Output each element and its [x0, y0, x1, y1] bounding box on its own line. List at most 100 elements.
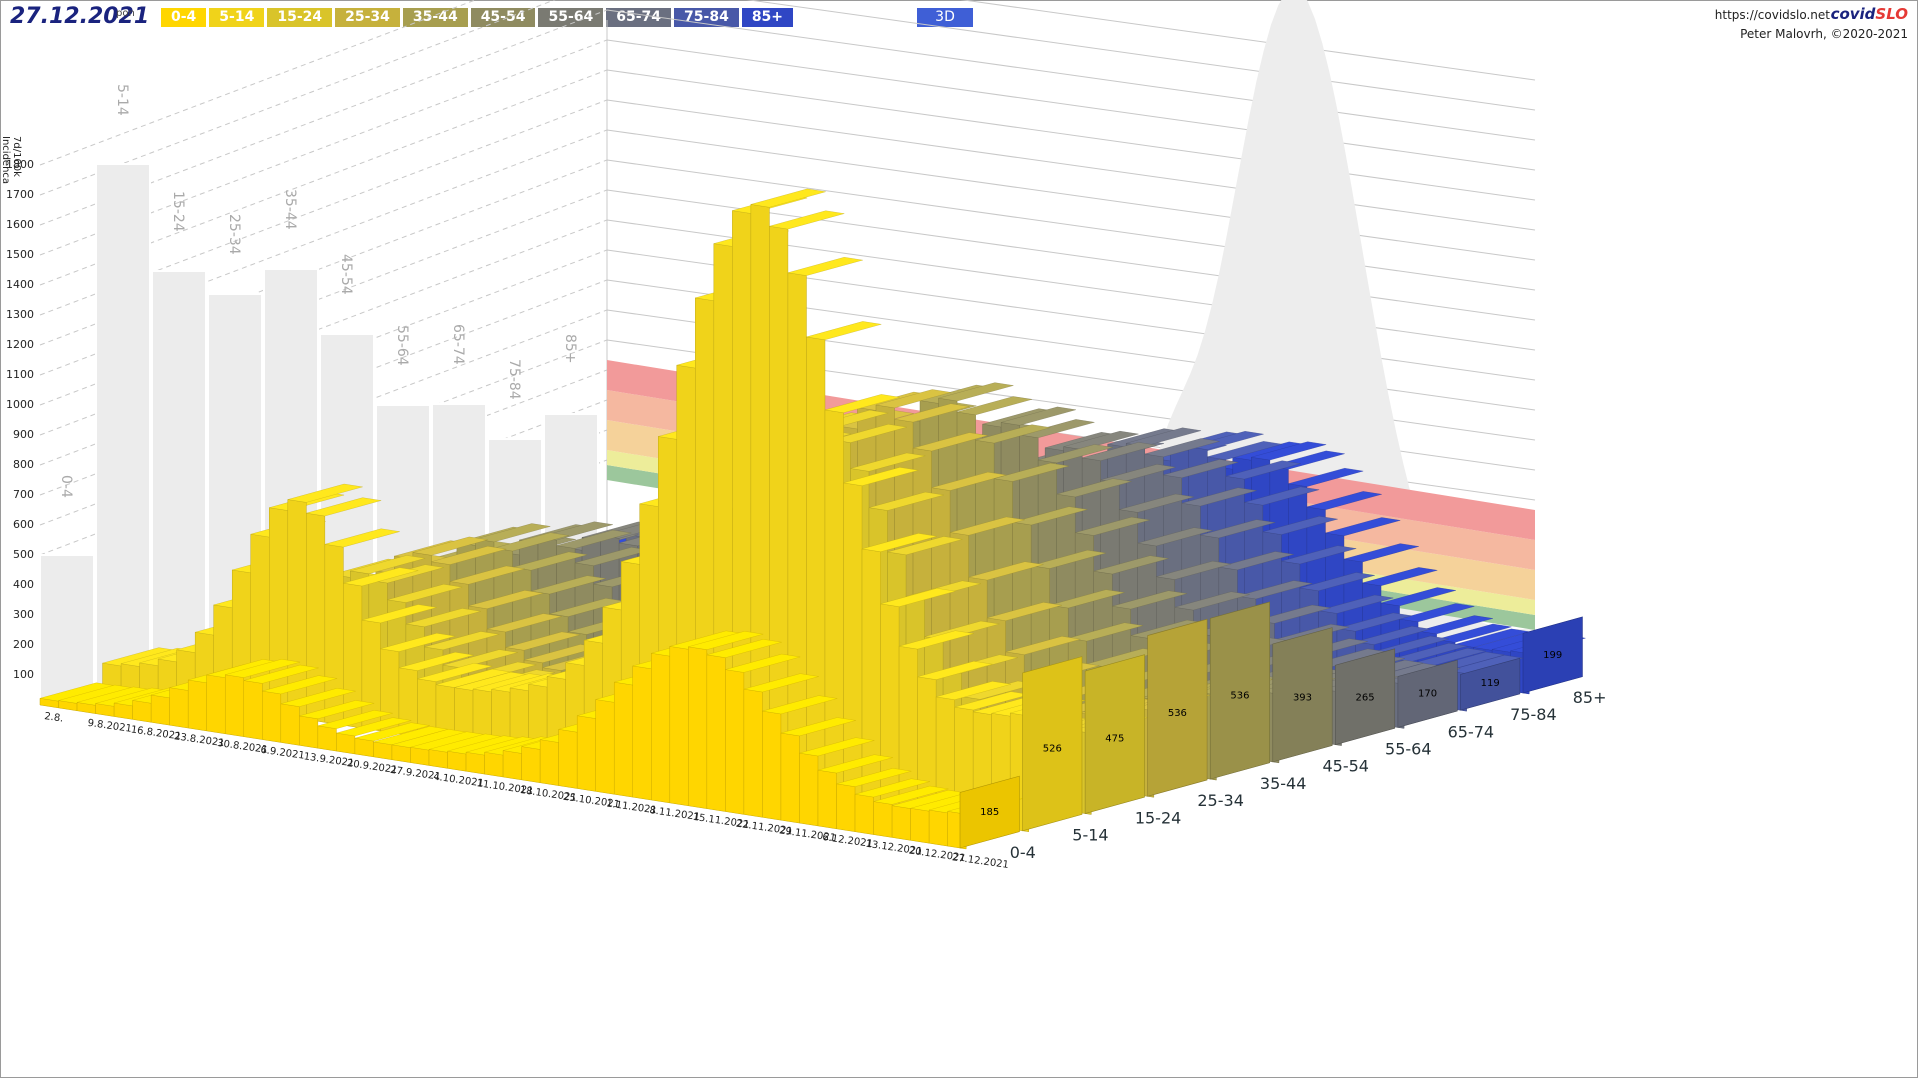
bar-top-65-74: [1144, 438, 1220, 458]
bar-5-14: [787, 272, 807, 798]
bar-top-5-14: [361, 604, 437, 624]
bar-0-4: [651, 652, 671, 804]
bar-top-35-44: [530, 575, 606, 595]
bar-top-15-24: [387, 584, 463, 603]
bar-top-75-84: [1225, 460, 1301, 480]
bar-top-85+: [1362, 567, 1438, 586]
day-of-week: pon: [116, 8, 135, 19]
y-tick-label: 1100: [6, 368, 34, 381]
bar-top-15-24: [868, 491, 944, 511]
bar-top-25-34: [468, 590, 544, 609]
legend-85+[interactable]: 85+: [741, 8, 794, 27]
bar-0-4: [910, 807, 930, 844]
bar-0-4: [465, 751, 485, 775]
bar-top-0-4: [354, 722, 430, 742]
wall-label: 25-34: [226, 214, 242, 255]
bar-top-0-4: [854, 778, 930, 798]
y-tick-label: 200: [13, 638, 34, 651]
bar-value-label: 536: [1168, 708, 1187, 719]
legend-45-54[interactable]: 45-54: [470, 8, 536, 27]
wall-label: 45-54: [338, 254, 354, 295]
bar-0-4: [817, 769, 837, 830]
bar-top-85+: [1343, 543, 1419, 563]
bar-0-4: [576, 715, 596, 792]
bar-top-5-14: [880, 588, 956, 607]
bar-top-35-44: [1012, 506, 1088, 526]
bar-0-4: [410, 746, 430, 766]
y-tick-label: 500: [13, 548, 34, 561]
age-axis-label: 5-14: [1072, 826, 1108, 845]
bar-0-4: [613, 681, 634, 798]
bar-top-45-54: [1093, 555, 1169, 575]
y-tick-label: 900: [13, 428, 34, 441]
x-tick-label: 27.12.2021: [951, 852, 1009, 871]
bar-top-5-14: [324, 528, 400, 548]
legend-25-34[interactable]: 25-34: [335, 8, 400, 27]
bar-top-35-44: [975, 424, 1051, 444]
bar-top-0-4: [706, 639, 782, 658]
bar-value-label: 526: [1043, 744, 1062, 755]
bar-top-0-4: [225, 659, 301, 678]
bar-top-65-74: [1181, 487, 1257, 507]
grid-line: [606, 129, 1536, 261]
bar-top-5-14: [306, 497, 382, 517]
legend-5-14[interactable]: 5-14: [209, 8, 265, 27]
bar-5-14: [306, 512, 326, 723]
bar-0-4: [484, 751, 504, 778]
bar-top-35-44: [994, 462, 1069, 482]
bar-0-4: [669, 646, 689, 807]
bar-top-45-54: [1056, 478, 1132, 498]
bar-0-4: [262, 690, 282, 743]
bar-top-5-14: [824, 394, 900, 413]
bar-0-4: [558, 729, 578, 789]
legend-55-64[interactable]: 55-64: [538, 8, 604, 27]
bar-0-4: [243, 680, 263, 740]
bar-top-55-64: [1063, 431, 1139, 450]
y-tick-label: 800: [13, 458, 34, 471]
bar-top-15-24: [424, 631, 500, 650]
bar-5-14: [880, 603, 900, 812]
legend-0-4[interactable]: 0-4: [161, 8, 207, 27]
bar-value-label: 119: [1481, 678, 1500, 689]
legend-15-24[interactable]: 15-24: [267, 8, 333, 27]
bar-top-5-14: [380, 633, 456, 652]
bar-top-0-4: [873, 785, 949, 805]
bar-top-0-4: [688, 631, 764, 650]
bar-0-4: [336, 732, 356, 755]
bar-top-75-84: [1262, 516, 1338, 535]
bar-0-4: [502, 750, 522, 781]
grid-line: [606, 9, 1536, 141]
bar-value-label: 185: [980, 807, 999, 818]
bar-top-75-84: [1244, 486, 1320, 506]
bar-0-4: [428, 749, 448, 769]
bar-0-4: [632, 665, 652, 801]
bar-0-4: [539, 739, 559, 786]
bar-top-85+: [1251, 441, 1327, 461]
y-tick-label: 700: [13, 488, 34, 501]
legend-35-44[interactable]: 35-44: [402, 8, 468, 27]
site-url[interactable]: https://covidslo.net: [1714, 8, 1830, 22]
bar-top-25-34: [486, 613, 562, 633]
age-axis-label: 55-64: [1385, 739, 1432, 758]
legend-75-84[interactable]: 75-84: [674, 8, 739, 27]
bar-0-4: [299, 715, 319, 749]
mode-3d-button[interactable]: 3D: [917, 8, 973, 27]
wall-label: 15-24: [170, 191, 186, 232]
grid-line: [39, 0, 556, 196]
bar-top-45-54: [1001, 406, 1076, 426]
bar-top-5-14: [787, 257, 863, 276]
bar-top-35-44: [1068, 622, 1144, 642]
y-tick-label: 300: [13, 608, 34, 621]
age-axis-label: 15-24: [1135, 808, 1182, 827]
wall-label: 65-74: [450, 324, 466, 365]
bar-value-label: 393: [1293, 693, 1312, 704]
brand-part-a: covid: [1830, 5, 1876, 23]
bar-top-5-14: [806, 321, 882, 340]
wall-label: 0-4: [58, 475, 74, 498]
bar-top-15-24: [831, 424, 907, 443]
wall-label: 85+: [562, 334, 578, 364]
current-date: 27.12.2021: [10, 4, 150, 29]
bar-top-35-44: [1031, 550, 1107, 569]
bar-top-25-34: [968, 561, 1044, 581]
